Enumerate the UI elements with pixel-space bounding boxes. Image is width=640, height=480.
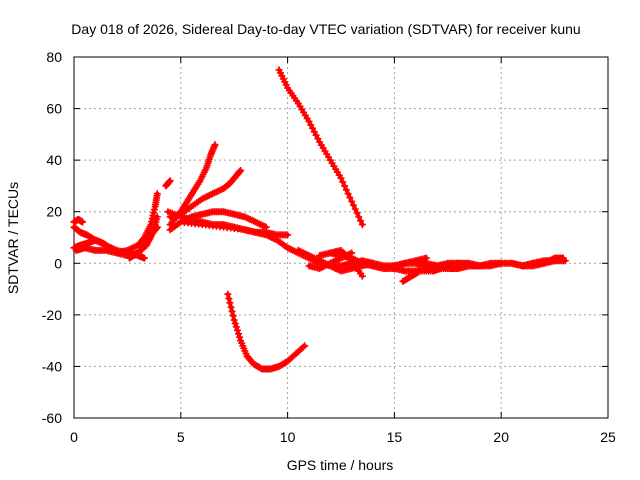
data-point — [559, 254, 567, 262]
y-tick-label: -20 — [42, 307, 62, 323]
data-point — [349, 201, 357, 209]
data-point — [232, 323, 240, 331]
data-point — [355, 213, 363, 221]
data-point — [351, 205, 359, 213]
series-arc-m — [224, 290, 309, 373]
x-tick-label: 15 — [387, 429, 403, 445]
y-tick-label: -60 — [42, 410, 62, 426]
x-tick-label: 25 — [600, 429, 616, 445]
data-point — [234, 330, 242, 338]
chart-title: Day 018 of 2026, Sidereal Day-to-day VTE… — [71, 21, 580, 37]
data-point — [342, 186, 350, 194]
grid — [74, 57, 608, 418]
y-tick-label: -40 — [42, 358, 62, 374]
data-point — [284, 231, 292, 239]
data-point — [344, 190, 352, 198]
data-point — [348, 197, 356, 205]
y-tick-label: 80 — [46, 49, 62, 65]
data-point — [153, 223, 161, 231]
y-tick-label: 40 — [46, 152, 62, 168]
data-series — [70, 66, 569, 373]
data-point — [337, 174, 345, 182]
data-point — [237, 166, 245, 174]
axis-ticks: 0 5 10 15 20 25 -60 -40 -20 0 20 40 60 80 — [42, 49, 616, 445]
series-arc-g — [162, 177, 174, 190]
data-point — [346, 194, 354, 202]
data-point — [301, 342, 309, 350]
data-point — [226, 299, 234, 307]
series-arc-f — [126, 223, 161, 262]
data-point — [233, 326, 241, 334]
data-point — [140, 254, 148, 262]
data-point — [230, 316, 238, 324]
x-axis-label: GPS time / hours — [287, 457, 394, 473]
data-point — [166, 177, 174, 185]
data-point — [231, 319, 239, 327]
data-point — [225, 295, 233, 303]
series-arc-b — [70, 215, 87, 226]
data-point — [339, 178, 347, 186]
data-point — [415, 268, 423, 276]
series-arc-l — [177, 218, 292, 239]
y-tick-label: 60 — [46, 101, 62, 117]
y-tick-label: 0 — [54, 255, 62, 271]
series-arc-n — [275, 66, 366, 229]
x-tick-label: 5 — [177, 429, 185, 445]
data-point — [299, 343, 307, 351]
series-arc-c — [70, 236, 110, 252]
series-arc-y — [519, 254, 567, 270]
data-point — [358, 272, 366, 280]
data-point — [236, 333, 244, 341]
plot-frame — [73, 56, 609, 419]
data-point — [153, 190, 161, 198]
series-arc-j — [166, 166, 245, 221]
x-tick-label: 10 — [280, 429, 296, 445]
y-tick-label: 20 — [46, 204, 62, 220]
x-tick-label: 20 — [493, 429, 509, 445]
data-point — [153, 213, 161, 221]
data-point — [211, 141, 219, 149]
data-point — [79, 218, 87, 226]
data-point — [227, 303, 235, 311]
y-axis-label: SDTVAR / TECUs — [5, 182, 21, 294]
data-point — [224, 290, 232, 298]
data-point — [228, 307, 236, 315]
data-point — [357, 217, 365, 225]
data-point — [229, 312, 237, 320]
x-tick-label: 0 — [70, 429, 78, 445]
data-point — [353, 209, 361, 217]
data-point — [358, 221, 366, 229]
data-point — [341, 182, 349, 190]
series-arc-d — [72, 213, 161, 260]
